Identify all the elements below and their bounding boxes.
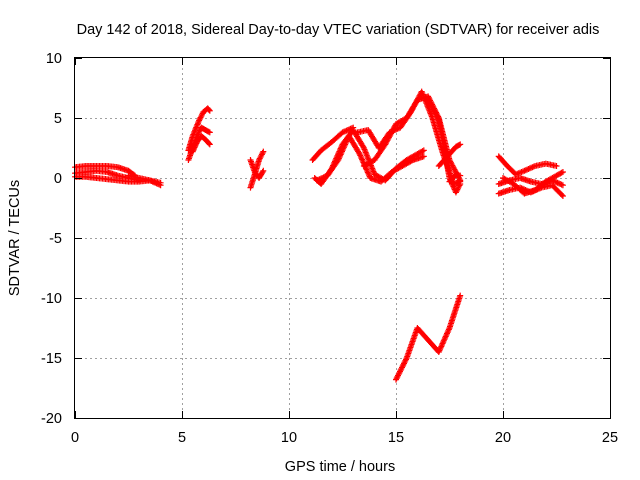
axis-ticks xyxy=(75,58,611,419)
grid xyxy=(75,58,610,418)
data-point xyxy=(206,129,213,136)
data-point xyxy=(395,372,402,379)
data-point xyxy=(408,157,415,164)
y-tick-label: 0 xyxy=(54,171,62,187)
x-tick-label: 20 xyxy=(495,430,511,446)
data-point xyxy=(397,367,404,374)
y-tick-labels: 10 5 0 -5 -10 -15 -20 xyxy=(41,51,62,427)
data-point xyxy=(399,363,406,370)
data-point xyxy=(157,182,164,189)
data-point xyxy=(190,145,197,152)
y-tick-label: 10 xyxy=(46,51,62,67)
data-point xyxy=(402,357,409,364)
data-point xyxy=(420,147,427,154)
x-axis-label: GPS time / hours xyxy=(285,459,395,475)
data-point xyxy=(205,140,212,147)
data-point xyxy=(419,148,426,155)
chart-title: Day 142 of 2018, Sidereal Day-to-day VTE… xyxy=(77,22,600,38)
data-point xyxy=(457,141,464,148)
data-point xyxy=(206,107,213,114)
x-tick-label: 5 xyxy=(178,430,186,446)
data-point xyxy=(400,361,407,368)
x-tick-label: 15 xyxy=(388,430,404,446)
data-point xyxy=(190,147,197,154)
data-point xyxy=(260,167,267,174)
data-point xyxy=(456,176,463,183)
data-point xyxy=(192,141,199,148)
plot-border xyxy=(74,57,611,419)
data-point xyxy=(393,375,400,382)
data-point xyxy=(206,107,213,113)
data-point xyxy=(559,182,566,189)
data-point xyxy=(553,163,560,169)
data-point xyxy=(559,193,566,199)
data-point xyxy=(192,143,199,150)
data-point xyxy=(206,141,213,148)
data-point xyxy=(189,148,196,155)
x-tick-labels: 0 5 10 15 20 25 xyxy=(71,430,618,446)
data-point xyxy=(191,144,198,151)
data-point xyxy=(559,169,566,175)
y-tick-label: -5 xyxy=(49,231,62,247)
data-point xyxy=(360,143,367,150)
data-point xyxy=(558,169,565,176)
data-point xyxy=(399,364,406,371)
data-point xyxy=(401,360,408,367)
data-point xyxy=(395,371,402,378)
y-tick-label: -15 xyxy=(41,351,62,367)
data-point xyxy=(457,172,464,179)
data-point xyxy=(457,181,464,187)
y-tick-label: 5 xyxy=(54,111,62,127)
data-point xyxy=(420,153,427,160)
data-point xyxy=(398,365,405,372)
data-point xyxy=(260,148,267,155)
data-point xyxy=(259,169,266,175)
data-point xyxy=(355,149,362,156)
data-point xyxy=(403,356,410,363)
y-tick-label: -10 xyxy=(41,291,62,307)
x-tick-label: 25 xyxy=(602,430,618,446)
data-point xyxy=(457,292,464,299)
x-tick-label: 10 xyxy=(281,430,297,446)
data-point xyxy=(401,359,408,366)
data-points xyxy=(72,88,566,383)
data-point xyxy=(393,376,399,383)
data-point xyxy=(397,368,404,375)
data-point xyxy=(396,369,403,376)
y-axis-label: SDTVAR / TECUs xyxy=(7,180,23,296)
data-point xyxy=(394,373,401,380)
data-point xyxy=(435,116,442,123)
data-point xyxy=(558,191,565,198)
x-tick-label: 0 xyxy=(71,430,79,446)
y-tick-label: -20 xyxy=(41,411,62,427)
